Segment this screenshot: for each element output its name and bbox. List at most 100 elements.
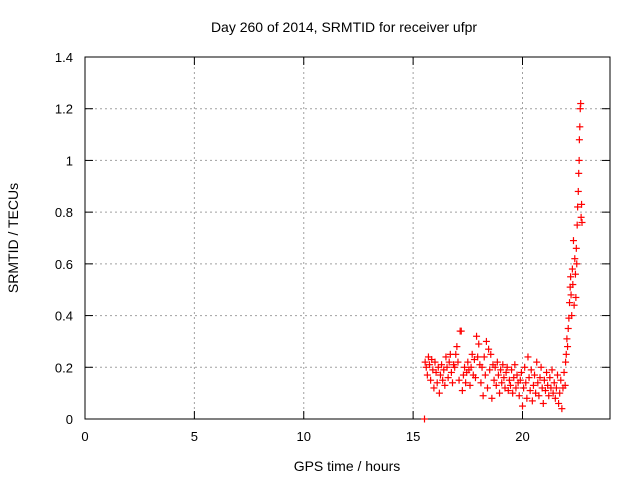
plot-frame — [84, 56, 611, 420]
data-point — [528, 397, 536, 405]
data-point — [439, 376, 447, 384]
data-point — [421, 358, 429, 366]
data-point — [571, 270, 579, 278]
tick-labels: 0 0.2 0.4 0.6 0.8 1 1.2 1.4 0 5 10 15 20 — [55, 50, 530, 444]
data-point — [436, 371, 444, 379]
data-point — [543, 368, 551, 376]
data-point — [557, 376, 565, 384]
data-point — [535, 392, 543, 400]
data-point — [524, 353, 532, 361]
data-point — [566, 299, 574, 307]
data-point — [502, 368, 510, 376]
data-point — [486, 366, 494, 374]
data-point — [550, 379, 558, 387]
data-point — [569, 281, 577, 289]
data-point — [444, 374, 452, 382]
data-point — [551, 394, 559, 402]
data-point — [539, 399, 547, 407]
y-tick-label: 1.2 — [55, 102, 73, 117]
data-point — [464, 358, 472, 366]
data-point — [573, 260, 581, 268]
data-point — [564, 343, 572, 351]
data-point — [493, 358, 501, 366]
data-point — [556, 389, 564, 397]
data-point — [503, 363, 511, 371]
data-point — [453, 343, 461, 351]
x-tick-label: 0 — [81, 429, 88, 444]
data-point — [571, 255, 579, 263]
data-point — [575, 169, 583, 177]
data-point — [478, 363, 486, 371]
data-point — [525, 374, 533, 382]
data-point — [481, 371, 489, 379]
data-point — [506, 381, 514, 389]
data-point — [523, 394, 531, 402]
data-point — [441, 381, 449, 389]
data-point — [484, 384, 491, 392]
data-point — [504, 387, 512, 395]
data-point — [455, 376, 463, 384]
y-tick-label: 1 — [66, 153, 73, 168]
axis-ticks — [84, 56, 610, 420]
data-point — [447, 368, 455, 376]
data-point — [546, 374, 554, 382]
data-point — [570, 301, 578, 309]
data-point — [561, 381, 569, 389]
y-tick-label: 1.4 — [55, 50, 73, 65]
data-point — [545, 392, 553, 400]
data-point — [482, 337, 490, 345]
data-point — [567, 273, 575, 281]
data-point — [427, 376, 435, 384]
data-point — [462, 379, 470, 387]
data-point — [548, 366, 556, 374]
data-point — [552, 384, 560, 392]
data-point — [572, 244, 580, 252]
data-point — [569, 237, 577, 245]
data-point — [575, 156, 583, 164]
data-point — [554, 371, 561, 379]
data-point — [568, 312, 576, 320]
data-point — [512, 384, 520, 392]
data-point — [471, 374, 479, 382]
data-point — [497, 366, 505, 374]
data-point — [522, 379, 530, 387]
y-tick-label: 0.6 — [55, 257, 73, 272]
data-point — [449, 379, 456, 387]
data-point — [474, 353, 482, 361]
data-point — [578, 200, 586, 208]
data-point — [445, 358, 453, 366]
data-point — [540, 376, 548, 384]
data-point — [572, 293, 580, 301]
data-point — [534, 379, 542, 387]
data-point — [563, 335, 571, 343]
data-point — [435, 389, 443, 397]
data-point — [511, 361, 519, 369]
data-point — [490, 376, 498, 384]
data-point — [488, 394, 496, 402]
x-tick-label: 20 — [515, 429, 529, 444]
data-point — [574, 187, 582, 195]
data-point — [574, 203, 582, 211]
data-point — [536, 374, 544, 382]
x-tick-label: 15 — [406, 429, 420, 444]
data-point — [562, 350, 570, 358]
data-point — [564, 325, 572, 332]
data-point — [508, 366, 516, 374]
data-point — [521, 363, 529, 371]
data-point — [567, 291, 575, 299]
data-point — [466, 381, 474, 389]
data-point — [479, 392, 487, 400]
data-point — [458, 387, 466, 395]
data-point — [491, 363, 499, 371]
data-point — [468, 350, 476, 358]
data-point — [526, 387, 534, 395]
data-point — [568, 265, 576, 273]
data-point — [442, 353, 450, 361]
data-point — [433, 379, 441, 387]
data-point — [558, 405, 566, 413]
data-point — [573, 221, 581, 229]
data-point — [560, 368, 568, 376]
data-point — [421, 415, 428, 423]
data-point — [519, 402, 526, 410]
